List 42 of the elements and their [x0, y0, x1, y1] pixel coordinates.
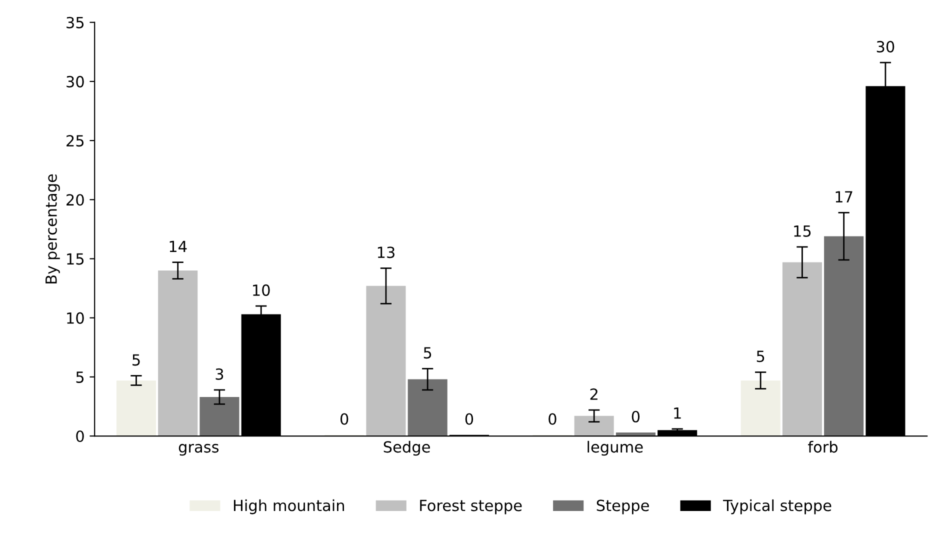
legend-label: High mountain [234, 499, 344, 514]
bar [200, 397, 240, 436]
y-tick-label: 25 [66, 135, 84, 147]
legend-label: Forest steppe [420, 500, 522, 514]
x-tick-label: legume [588, 440, 643, 456]
y-tick-label: 35 [66, 16, 84, 28]
y-tick-label: 5 [76, 372, 84, 383]
bar [574, 416, 614, 436]
y-tick-label: 10 [67, 312, 84, 324]
bar [782, 262, 822, 436]
data-label: 10 [253, 284, 270, 296]
legend-label: Typical steppe [723, 499, 832, 514]
data-label: 30 [876, 40, 894, 52]
x-tick-label: forb [808, 440, 838, 453]
y-tick-label: 0 [76, 430, 84, 442]
y-tick-label: 15 [67, 253, 84, 265]
bar [740, 380, 780, 436]
data-label: 0 [632, 410, 640, 422]
y-axis-title: By percentage [46, 174, 60, 284]
bar [408, 379, 448, 436]
data-label: 13 [378, 246, 394, 258]
data-label: 1 [674, 408, 681, 419]
legend-label: Steppe [596, 500, 649, 514]
x-tick-label: grass [178, 444, 219, 456]
data-label: 5 [132, 354, 140, 366]
data-label: 3 [216, 368, 224, 380]
y-tick-label: 30 [66, 76, 84, 88]
bar [366, 286, 406, 436]
data-label: 0 [340, 413, 348, 425]
data-label: 5 [424, 347, 432, 359]
y-tick-label: 20 [66, 194, 84, 206]
bar [824, 236, 864, 436]
data-label: 0 [465, 413, 474, 425]
data-label: 5 [756, 350, 764, 362]
x-tick-label: Sedge [384, 440, 430, 456]
bar [158, 270, 198, 436]
data-label: 14 [170, 240, 187, 252]
data-label: 2 [590, 388, 598, 400]
data-label: 15 [794, 226, 811, 237]
data-label: 17 [836, 191, 852, 202]
bar [116, 380, 156, 436]
data-label: 0 [548, 413, 556, 425]
